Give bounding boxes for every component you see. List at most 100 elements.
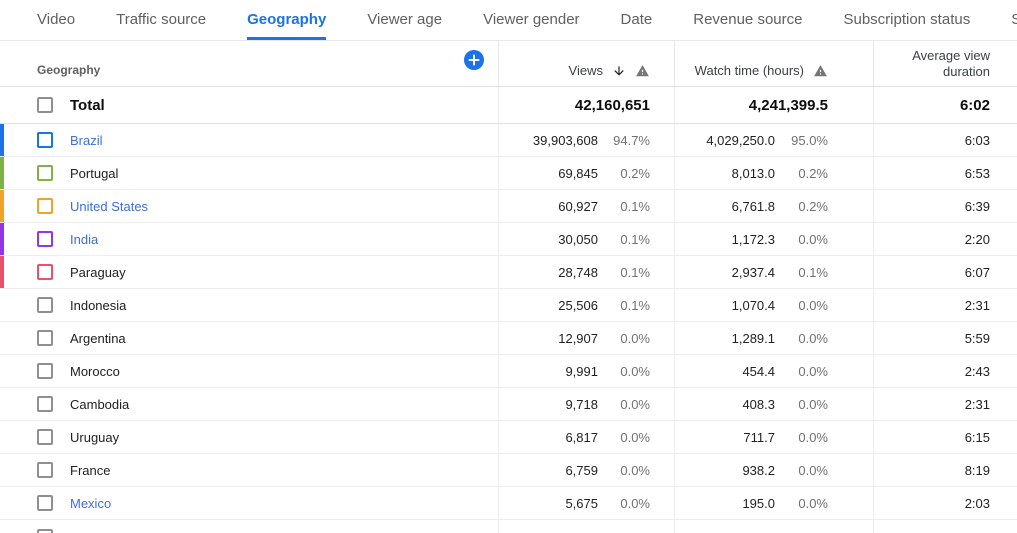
warning-icon[interactable] bbox=[813, 64, 828, 78]
watch-time-value: 8,013.0 bbox=[731, 165, 775, 181]
watch-time-percent: 0.0% bbox=[798, 231, 828, 247]
country-label: France bbox=[70, 462, 111, 478]
row-checkbox[interactable] bbox=[37, 363, 53, 379]
row-checkbox[interactable] bbox=[37, 297, 53, 313]
country-label: Paraguay bbox=[70, 264, 126, 280]
table-header: Geography Views Watch time (hours) Avera… bbox=[0, 41, 1017, 87]
table-row-partial bbox=[0, 520, 1017, 533]
row-checkbox[interactable] bbox=[37, 396, 53, 412]
row-checkbox[interactable] bbox=[37, 462, 53, 478]
tab-viewer-gender[interactable]: Viewer gender bbox=[483, 0, 579, 40]
table-row: Brazil 39,903,608 94.7% 4,029,250.0 95.0… bbox=[0, 124, 1017, 157]
watch-time-column-header[interactable]: Watch time (hours) bbox=[674, 41, 873, 86]
country-label[interactable]: Brazil bbox=[70, 132, 103, 148]
watch-time-percent: 0.2% bbox=[798, 165, 828, 181]
country-label: Uruguay bbox=[70, 429, 120, 445]
country-label[interactable]: United States bbox=[70, 198, 149, 214]
row-color-bar bbox=[0, 190, 4, 222]
avg-duration-value: 8:19 bbox=[964, 462, 990, 478]
country-label[interactable]: Mexico bbox=[70, 495, 112, 511]
country-label: Portugal bbox=[70, 165, 119, 181]
table-row: India 30,050 0.1% 1,172.3 0.0% 2:20 bbox=[0, 223, 1017, 256]
tab-geography[interactable]: Geography bbox=[247, 0, 327, 40]
watch-time-value: 2,937.4 bbox=[731, 264, 775, 280]
watch-time-value: 938.2 bbox=[742, 462, 775, 478]
row-checkbox[interactable] bbox=[37, 495, 53, 511]
watch-time-percent: 0.0% bbox=[798, 363, 828, 379]
row-color-bar bbox=[0, 124, 4, 156]
row-checkbox[interactable] bbox=[37, 429, 53, 445]
watch-time-value: 454.4 bbox=[742, 363, 775, 379]
row-color-bar bbox=[0, 157, 4, 189]
tab-subscription-status[interactable]: Subscription status bbox=[843, 0, 970, 40]
watch-time-value: 4,029,250.0 bbox=[706, 132, 775, 148]
views-value: 60,927 bbox=[558, 198, 598, 214]
views-value: 25,506 bbox=[558, 297, 598, 313]
tab-revenue-source[interactable]: Revenue source bbox=[693, 0, 802, 40]
table-row: Uruguay 6,817 0.0% 711.7 0.0% 6:15 bbox=[0, 421, 1017, 454]
geography-header-label[interactable]: Geography bbox=[37, 63, 101, 77]
row-checkbox[interactable] bbox=[37, 198, 53, 214]
avg-duration-value: 5:59 bbox=[964, 330, 990, 346]
avg-duration-value: 2:20 bbox=[964, 231, 990, 247]
views-percent: 0.1% bbox=[620, 198, 650, 214]
avg-duration-value: 6:15 bbox=[964, 429, 990, 445]
tab-video[interactable]: Video bbox=[37, 0, 75, 40]
watch-time-percent: 0.1% bbox=[798, 264, 828, 280]
add-metric-button[interactable] bbox=[464, 50, 484, 70]
views-value: 6,817 bbox=[565, 429, 598, 445]
row-checkbox[interactable] bbox=[37, 132, 53, 148]
watch-time-value: 711.7 bbox=[743, 429, 775, 445]
row-checkbox[interactable] bbox=[37, 165, 53, 181]
views-percent: 94.7% bbox=[613, 132, 650, 148]
avg-duration-value: 2:03 bbox=[964, 495, 990, 511]
row-checkbox[interactable] bbox=[37, 529, 53, 533]
total-checkbox[interactable] bbox=[37, 97, 53, 113]
views-percent: 0.1% bbox=[620, 231, 650, 247]
row-checkbox[interactable] bbox=[37, 264, 53, 280]
tab-viewer-age[interactable]: Viewer age bbox=[367, 0, 442, 40]
country-label[interactable]: India bbox=[70, 231, 99, 247]
tab-traffic-source[interactable]: Traffic source bbox=[116, 0, 206, 40]
row-checkbox[interactable] bbox=[37, 330, 53, 346]
avg-duration-value: 2:31 bbox=[964, 396, 990, 412]
country-label: Indonesia bbox=[70, 297, 127, 313]
country-label: Cambodia bbox=[70, 396, 130, 412]
analytics-dimension-tabs: Video Traffic source Geography Viewer ag… bbox=[0, 0, 1017, 41]
avg-duration-value: 2:31 bbox=[964, 297, 990, 313]
table-row: Mexico 5,675 0.0% 195.0 0.0% 2:03 bbox=[0, 487, 1017, 520]
watch-time-value: 6,761.8 bbox=[731, 198, 775, 214]
views-value: 69,845 bbox=[558, 165, 598, 181]
views-percent: 0.0% bbox=[620, 495, 650, 511]
tab-label: Viewer gender bbox=[483, 11, 580, 28]
watch-time-percent: 0.2% bbox=[798, 198, 828, 214]
total-views: 42,160,651 bbox=[574, 96, 650, 114]
avg-duration-value: 6:39 bbox=[964, 198, 990, 214]
tab-subscri[interactable]: Subscri bbox=[1011, 0, 1017, 40]
watch-time-percent: 0.0% bbox=[798, 495, 828, 511]
sort-descending-icon bbox=[612, 64, 626, 78]
watch-time-percent: 0.0% bbox=[798, 462, 828, 478]
table-row: Cambodia 9,718 0.0% 408.3 0.0% 2:31 bbox=[0, 388, 1017, 421]
tab-label: Subscri bbox=[1011, 11, 1017, 28]
tab-date[interactable]: Date bbox=[621, 0, 653, 40]
avg-duration-column-header[interactable]: Average view duration bbox=[873, 41, 1017, 86]
views-value: 9,718 bbox=[565, 396, 598, 412]
table-row: United States 60,927 0.1% 6,761.8 0.2% 6… bbox=[0, 190, 1017, 223]
tab-label: Traffic source bbox=[116, 11, 207, 28]
watch-time-percent: 0.0% bbox=[798, 429, 828, 445]
tab-label: Revenue source bbox=[693, 11, 803, 28]
warning-icon[interactable] bbox=[635, 64, 650, 78]
avg-duration-value: 6:07 bbox=[964, 264, 990, 280]
plus-icon bbox=[464, 50, 484, 70]
avg-duration-value: 2:43 bbox=[964, 363, 990, 379]
views-value: 28,748 bbox=[558, 264, 598, 280]
views-value: 12,907 bbox=[558, 330, 598, 346]
total-avg-duration: 6:02 bbox=[959, 96, 990, 114]
row-checkbox[interactable] bbox=[37, 231, 53, 247]
watch-time-percent: 0.0% bbox=[798, 297, 828, 313]
total-row: Total 42,160,651 4,241,399.5 6:02 bbox=[0, 87, 1017, 124]
views-percent: 0.0% bbox=[620, 396, 650, 412]
row-color-bar bbox=[0, 223, 4, 255]
views-column-header[interactable]: Views bbox=[498, 41, 674, 86]
